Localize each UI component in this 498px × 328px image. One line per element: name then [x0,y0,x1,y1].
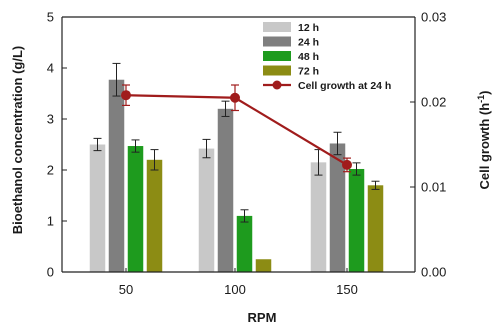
y-tick-label: 4 [47,61,54,76]
y2-axis-title-sup: -1 [476,95,486,103]
legend-swatch-48h [263,51,291,61]
legend-label: 24 h [298,37,319,49]
bar-24h-rpm50 [108,79,125,272]
axes-layer: 0 1 2 3 4 5 0.00 0.01 0.02 0.03 50 100 150 [47,10,447,298]
y2-tick-label: 0.03 [421,10,446,25]
x-tick-label: 150 [336,282,358,297]
bar-48h-rpm150 [348,168,365,272]
y-tick-label: 0 [47,265,54,280]
y2-tick-label: 0.01 [421,180,446,195]
y-axis-title: Bioethanol concentration (g/L) [10,46,25,235]
bar-48h-rpm100 [236,215,253,272]
legend-label: Cell growth at 24 h [298,80,391,92]
legend-label: 48 h [298,51,319,63]
x-tick-label: 50 [119,282,133,297]
bar-72h-rpm150 [367,185,384,272]
y-tick-label: 5 [47,10,54,25]
error-bars-layer [93,62,380,223]
legend-swatch-12h [263,22,291,32]
y2-axis-title-end: ) [477,90,492,94]
y2-tick-label: 0.02 [421,95,446,110]
y-tick-label: 1 [47,214,54,229]
cell-growth-point-rpm150 [342,159,352,170]
bar-12h-rpm150 [310,162,327,272]
y-tick-label: 2 [47,163,54,178]
x-tick-label: 100 [224,282,246,297]
bars-layer [89,79,384,272]
bar-72h-rpm50 [146,159,163,272]
bar-12h-rpm100 [198,148,215,272]
cell-growth-point-rpm50 [121,90,131,101]
y2-axis-title: Cell growth (h-1) [476,90,492,189]
y-tick-label: 3 [47,112,54,127]
legend: 12 h 24 h 48 h 72 h Cell growth at 24 h [263,22,391,92]
bar-48h-rpm50 [127,146,144,272]
legend-swatch-72h [263,65,291,76]
legend-swatch-24h [263,36,291,47]
legend-label: 72 h [298,66,319,78]
cell-growth-line [125,94,348,166]
bar-24h-rpm100 [217,108,234,272]
bar-24h-rpm150 [329,143,346,272]
legend-label: 12 h [298,22,319,34]
y2-axis-title-main: Cell growth (h [477,103,492,190]
cell-growth-line-layer [121,84,352,173]
bar-72h-rpm100 [255,259,272,272]
y2-tick-label: 0.00 [421,265,446,280]
x-axis-title: RPM [248,310,277,325]
legend-marker-swatch [272,80,282,90]
cell-growth-point-rpm100 [230,92,240,103]
bar-12h-rpm50 [89,144,106,272]
